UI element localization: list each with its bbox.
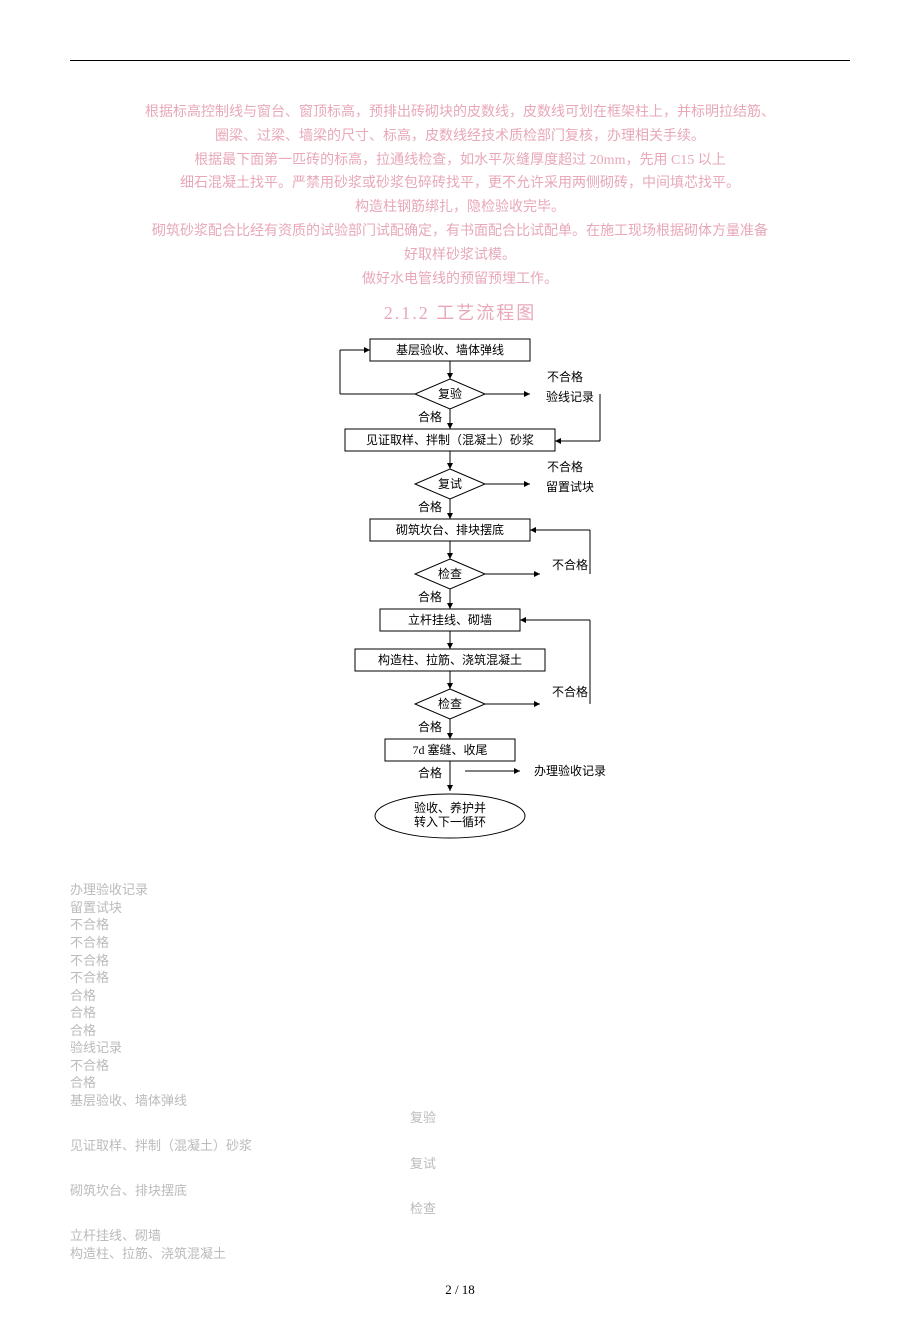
flow-node: 立杆挂线、砌墙: [408, 612, 492, 627]
flow-decision: 复试: [438, 476, 462, 491]
flowchart-svg: 基层验收、墙体弹线 复验 不合格 验线记录 合格 见证取样、拌制（混凝土）砂浆 …: [270, 331, 650, 871]
flow-terminator-line1: 验收、养护并: [414, 800, 486, 815]
page-number: 2 / 18: [70, 1282, 850, 1298]
col-right: 复试: [410, 1155, 510, 1173]
col-left: 砌筑坎台、排块摆底: [70, 1182, 410, 1200]
list-item: 不合格: [70, 1057, 850, 1075]
top-rule: [70, 60, 850, 61]
flow-label: 不合格: [552, 684, 588, 699]
flow-label: 验线记录: [546, 389, 594, 404]
list-item: 基层验收、墙体弹线: [70, 1092, 850, 1110]
list-item: 合格: [70, 987, 850, 1005]
flow-node: 构造柱、拉筋、浇筑混凝土: [378, 652, 522, 667]
col-right: [410, 1137, 510, 1155]
two-col-row: 见证取样、拌制（混凝土）砂浆: [70, 1137, 850, 1155]
para-line: 圈梁、过梁、墙梁的尺寸、标高，皮数线经技术质检部门复核，办理相关手续。: [70, 125, 850, 149]
para-line: 根据标高控制线与窗台、窗顶标高，预排出砖砌块的皮数线，皮数线可划在框架柱上，并标…: [70, 101, 850, 125]
list-item: 不合格: [70, 952, 850, 970]
flow-label: 合格: [418, 499, 442, 514]
flow-node: 7d 塞缝、收尾: [412, 742, 487, 757]
list-item: 不合格: [70, 916, 850, 934]
col-right: [410, 1227, 510, 1245]
para-line: 构造柱钢筋绑扎，隐检验收完毕。: [70, 196, 850, 220]
flow-decision: 复验: [438, 386, 462, 401]
para-line: 好取样砂浆试模。: [70, 244, 850, 268]
flow-label: 办理验收记录: [534, 763, 606, 778]
side-list: 办理验收记录 留置试块 不合格 不合格 不合格 不合格 合格 合格 合格 验线记…: [70, 881, 850, 1262]
list-item: 不合格: [70, 934, 850, 952]
flow-node: 基层验收、墙体弹线: [396, 342, 504, 357]
list-item: 验线记录: [70, 1039, 850, 1057]
col-right: 检查: [410, 1200, 510, 1218]
list-item: 办理验收记录: [70, 881, 850, 899]
flow-terminator-line2: 转入下一循环: [414, 814, 486, 829]
flow-label: 不合格: [547, 459, 583, 474]
two-col-row: 立杆挂线、砌墙: [70, 1227, 850, 1245]
flow-node: 见证取样、拌制（混凝土）砂浆: [366, 432, 534, 447]
para-line: 细石混凝土找平。严禁用砂浆或砂浆包碎砖找平，更不允许采用两侧砌砖，中间填芯找平。: [70, 172, 850, 196]
para-line: 根据最下面第一匹砖的标高，拉通线检查，如水平灰缝厚度超过 20mm，先用 C15…: [70, 149, 850, 173]
two-col-row: 砌筑坎台、排块摆底: [70, 1182, 850, 1200]
flow-label: 不合格: [547, 369, 583, 384]
list-item: 合格: [70, 1004, 850, 1022]
two-col-row: 复试: [70, 1155, 850, 1173]
flow-label: 合格: [418, 765, 442, 780]
flow-label: 不合格: [552, 557, 588, 572]
col-left: [70, 1155, 410, 1173]
intro-text-block: 根据标高控制线与窗台、窗顶标高，预排出砖砌块的皮数线，皮数线可划在框架柱上，并标…: [70, 101, 850, 291]
col-right: [410, 1182, 510, 1200]
flow-label: 合格: [418, 409, 442, 424]
col-left: [70, 1200, 410, 1218]
para-line: 做好水电管线的预留预埋工作。: [70, 268, 850, 292]
flow-node: 砌筑坎台、排块摆底: [396, 522, 504, 537]
flow-label: 留置试块: [546, 479, 594, 494]
col-left: [70, 1109, 410, 1127]
flow-decision: 检查: [438, 566, 462, 581]
list-item: 合格: [70, 1022, 850, 1040]
col-right: 复验: [410, 1109, 510, 1127]
section-title: 2.1.2 工艺流程图: [70, 299, 850, 325]
col-right: [410, 1245, 510, 1263]
list-item: 合格: [70, 1074, 850, 1092]
col-left: 立杆挂线、砌墙: [70, 1227, 410, 1245]
para-line: 砌筑砂浆配合比经有资质的试验部门试配确定，有书面配合比试配单。在施工现场根据砌体…: [70, 220, 850, 244]
process-flowchart: 基层验收、墙体弹线 复验 不合格 验线记录 合格 见证取样、拌制（混凝土）砂浆 …: [270, 331, 650, 871]
two-col-row: 检查: [70, 1200, 850, 1218]
document-page: 根据标高控制线与窗台、窗顶标高，预排出砖砌块的皮数线，皮数线可划在框架柱上，并标…: [0, 0, 920, 1338]
list-item: 不合格: [70, 969, 850, 987]
flow-label: 合格: [418, 589, 442, 604]
col-left: 见证取样、拌制（混凝土）砂浆: [70, 1137, 410, 1155]
flow-decision: 检查: [438, 696, 462, 711]
two-col-row: 复验: [70, 1109, 850, 1127]
list-item: 留置试块: [70, 899, 850, 917]
flow-label: 合格: [418, 719, 442, 734]
col-left: 构造柱、拉筋、浇筑混凝土: [70, 1245, 410, 1263]
two-col-row: 构造柱、拉筋、浇筑混凝土: [70, 1245, 850, 1263]
